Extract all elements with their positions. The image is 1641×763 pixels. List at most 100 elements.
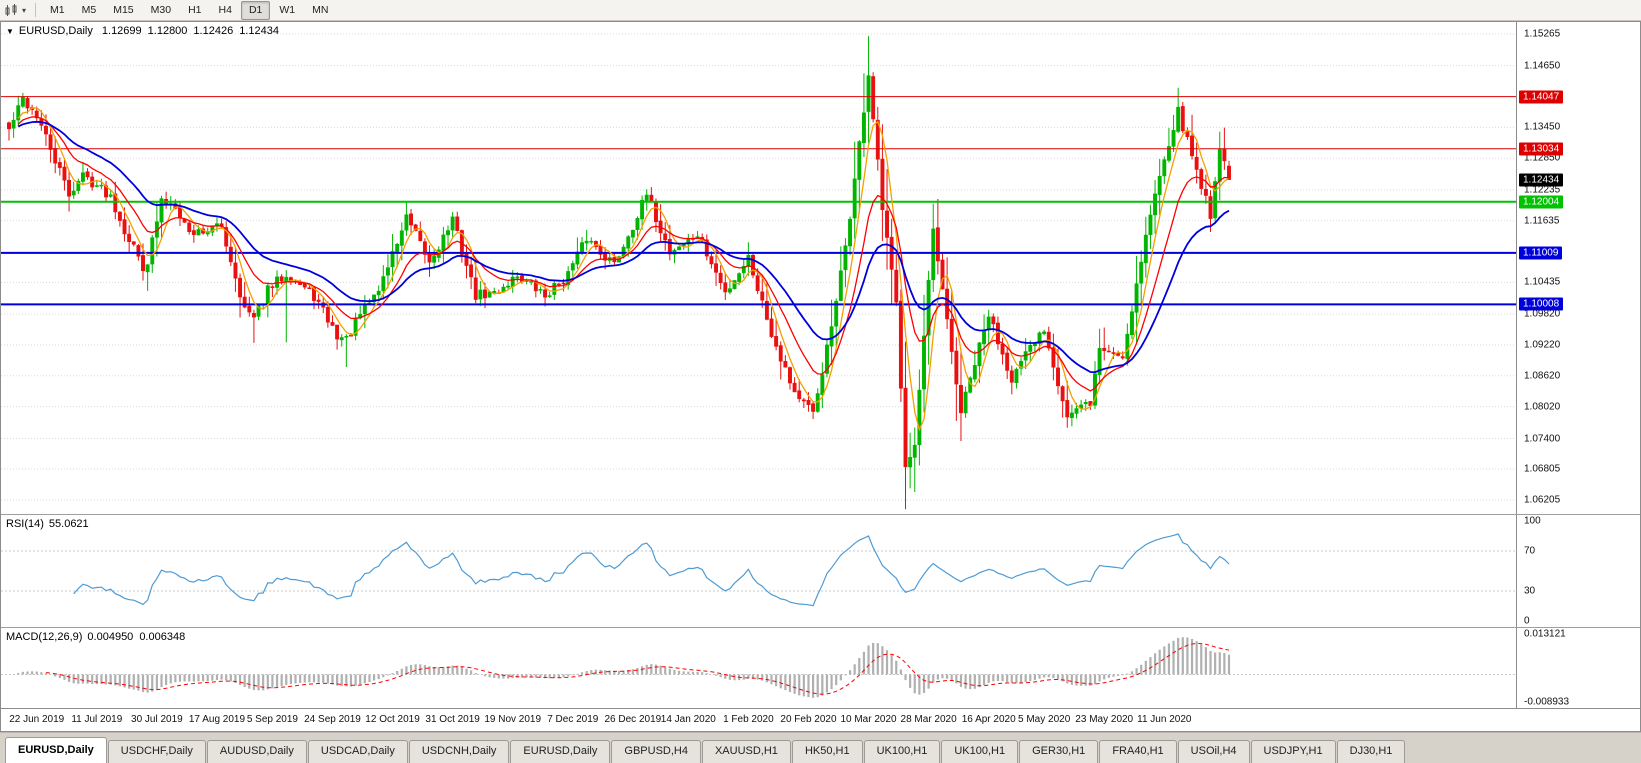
macd-histogram [12,637,1231,698]
chart-tab-usoil-h4-13[interactable]: USOil,H4 [1177,740,1250,763]
rsi-canvas[interactable] [1,515,1516,627]
price-axis[interactable]: 1.15265 1.14650 1.13450 1.12850 1.12235 1.116… [1516,22,1640,514]
rsi-tick-label: 100 [1524,515,1541,527]
macd-canvas[interactable] [1,628,1516,708]
date-tick-label: 11 Jul 2019 [71,714,123,725]
date-tick-label: 5 Sep 2019 [246,714,298,725]
level-price-label: 1.14047 [1519,90,1564,104]
date-tick-label: 12 Oct 2019 [365,714,420,725]
level-price-label: 1.11009 [1519,246,1563,260]
level-price-label: 1.13034 [1519,142,1564,156]
macd-min-label: -0.008933 [1524,696,1570,708]
chart-window: ▼ EURUSD,Daily 1.12699 1.12800 1.12426 1.1243… [0,21,1641,732]
price-tick-label: 1.14650 [1524,60,1561,72]
timeframe-button-m5[interactable]: M5 [81,3,97,16]
chart-tab-uk100-h1-10[interactable]: UK100,H1 [941,740,1019,763]
price-tick-label: 1.09820 [1524,308,1561,320]
ma-slow-blue [17,120,1230,374]
moving-averages-layer [17,107,1230,432]
chart-tab-dj30-h1-15[interactable]: DJ30,H1 [1336,740,1406,763]
price-tick-label: 1.11635 [1524,215,1560,227]
date-tick-label: 26 Dec 2019 [604,714,662,725]
chart-tab-hk50-h1-8[interactable]: HK50,H1 [791,740,863,763]
timeframe-button-w1[interactable]: W1 [279,3,296,16]
chart-type-icon[interactable] [4,3,19,17]
rsi-line [73,533,1230,607]
panel-splitter[interactable] [1,514,1640,515]
date-tick-label: 31 Oct 2019 [425,714,480,725]
timeframe-button-m30[interactable]: M30 [150,3,172,16]
macd-signal-value: 0.006348 [139,631,186,643]
rsi-panel[interactable]: RSI(14) 55.0621 100 70 30 0 [1,515,1640,627]
rsi-axis[interactable]: 100 70 30 0 [1516,515,1640,627]
timeframe-button-m15[interactable]: M15 [113,3,134,16]
chart-tab-ger30-h1-11[interactable]: GER30,H1 [1019,740,1099,763]
current-price-label: 1.12434 [1519,173,1564,187]
chart-tab-eurusd-daily-5[interactable]: EURUSD,Daily [510,740,611,763]
ohlc-low: 1.12426 [193,25,234,37]
price-tick-label: 1.08620 [1524,370,1561,382]
macd-label: MACD(12,26,9) 0.004950 0.006348 [6,631,185,643]
horizontal-levels-layer [1,96,1516,306]
ohlc-high: 1.12800 [147,25,188,37]
level-price-label: 1.12004 [1519,195,1564,209]
grid-layer [1,33,1516,501]
price-tick-label: 1.10435 [1524,276,1561,288]
macd-axis[interactable]: 0.013121 -0.008933 [1516,628,1640,708]
timeframe-button-h4[interactable]: H4 [218,3,232,16]
price-tick-label: 1.06805 [1524,463,1561,475]
date-tick-label: 14 Jan 2020 [660,714,716,725]
chart-tab-xauusd-h1-7[interactable]: XAUUSD,H1 [701,740,791,763]
date-tick-label: 22 Jun 2019 [9,714,65,725]
date-tick-label: 1 Feb 2020 [723,714,774,725]
chart-tab-gbpusd-h4-6[interactable]: GBPUSD,H4 [611,740,701,763]
chart-tab-uk100-h1-9[interactable]: UK100,H1 [863,740,941,763]
price-tick-label: 1.08020 [1524,401,1561,413]
rsi-value: 55.0621 [48,518,89,530]
date-axis[interactable]: 22 Jun 2019 11 Jul 2019 30 Jul 2019 17 Aug … [1,708,1640,731]
ohlc-open: 1.12699 [101,25,142,37]
price-tick-label: 1.13450 [1524,121,1561,133]
date-tick-label: 17 Aug 2019 [188,714,246,725]
price-tick-label: 1.15265 [1524,28,1561,40]
date-tick-label: 30 Jul 2019 [131,714,183,725]
rsi-tick-label: 70 [1524,545,1536,557]
timeframe-button-d1[interactable]: D1 [240,0,271,20]
chart-tab-audusd-daily-2[interactable]: AUDUSD,Daily [206,740,307,763]
timeframe-toolbar: ▾ M1 M5 M15 M30 H1 H4 D1 W1 MN [0,0,1641,21]
macd-panel[interactable]: MACD(12,26,9) 0.004950 0.006348 0.013121 -0… [1,628,1640,708]
chart-tab-eurusd-daily-0[interactable]: EURUSD,Daily [5,737,107,763]
date-tick-label: 20 Feb 2020 [780,714,837,725]
chart-tab-usdchf-daily-1[interactable]: USDCHF,Daily [107,740,206,763]
panel-splitter[interactable] [1,627,1640,628]
date-tick-label: 28 Mar 2020 [900,714,957,725]
timeframe-button-h1[interactable]: H1 [188,3,202,16]
date-tick-label: 10 Mar 2020 [840,714,897,725]
chart-tabs: EURUSD,Daily USDCHF,Daily AUDUSD,Daily USDC… [0,732,1641,763]
chart-tab-usdcad-daily-3[interactable]: USDCAD,Daily [307,740,408,763]
price-panel[interactable]: ▼ EURUSD,Daily 1.12699 1.12800 1.12426 1.1243… [1,22,1640,514]
rsi-name: RSI(14) [6,518,44,530]
macd-signal-line [45,642,1230,695]
price-tick-label: 1.06205 [1524,494,1561,506]
dropdown-chevron-icon[interactable]: ▾ [22,5,27,15]
timeframe-buttons: M1 M5 M15 M30 H1 H4 D1 W1 MN [42,0,337,20]
rsi-tick-label: 0 [1524,615,1530,627]
date-tick-label: 23 May 2020 [1075,714,1134,725]
chart-menu-icon[interactable]: ▼ [6,27,14,36]
macd-main-value: 0.004950 [87,631,134,643]
chart-tab-fra40-h1-12[interactable]: FRA40,H1 [1099,740,1177,763]
macd-name: MACD(12,26,9) [6,631,83,643]
candlestick-canvas[interactable] [1,22,1516,514]
date-tick-label: 11 Jun 2020 [1137,714,1192,725]
date-tick-label: 5 May 2020 [1018,714,1071,725]
ma-mid-red [17,116,1230,392]
chart-tab-usdjpy-h1-14[interactable]: USDJPY,H1 [1250,740,1336,763]
rsi-tick-label: 30 [1524,585,1536,597]
level-price-label: 1.10008 [1519,297,1564,311]
timeframe-button-m1[interactable]: M1 [50,3,65,16]
chart-tab-usdcnh-daily-4[interactable]: USDCNH,Daily [408,740,510,763]
price-tick-label: 1.07400 [1524,433,1561,445]
timeframe-button-mn[interactable]: MN [312,3,329,16]
date-tick-label: 19 Nov 2019 [484,714,542,725]
